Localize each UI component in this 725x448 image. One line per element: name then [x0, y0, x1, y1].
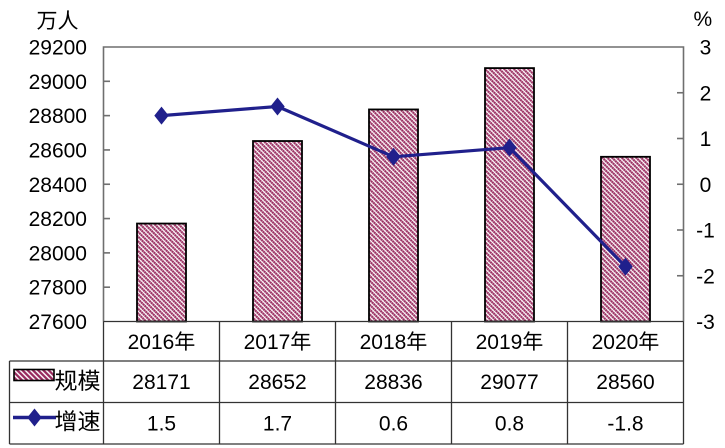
- svg-text:2: 2: [700, 82, 712, 105]
- svg-text:2018: 2018: [360, 331, 407, 354]
- svg-text:28836: 28836: [364, 371, 422, 394]
- svg-text:2017: 2017: [244, 331, 291, 354]
- svg-text:0.8: 0.8: [495, 413, 524, 436]
- svg-text:28560: 28560: [596, 371, 654, 394]
- svg-text:27600: 27600: [29, 311, 87, 334]
- svg-text:-2: -2: [696, 265, 715, 288]
- svg-text:29200: 29200: [29, 37, 87, 60]
- svg-text:27800: 27800: [29, 277, 87, 300]
- svg-text:28652: 28652: [248, 371, 306, 394]
- svg-text:29077: 29077: [480, 371, 538, 394]
- svg-text:1: 1: [700, 128, 712, 151]
- svg-text:28400: 28400: [29, 174, 87, 197]
- svg-text:0.6: 0.6: [379, 413, 408, 436]
- svg-text:28600: 28600: [29, 139, 87, 162]
- svg-text:-1.8: -1.8: [607, 413, 643, 436]
- svg-text:28171: 28171: [132, 371, 190, 394]
- svg-text:28000: 28000: [29, 242, 87, 265]
- svg-text:%: %: [693, 8, 712, 31]
- svg-text:1.7: 1.7: [263, 413, 292, 436]
- svg-text:1.5: 1.5: [147, 413, 176, 436]
- svg-text:2019: 2019: [476, 331, 523, 354]
- svg-text:0: 0: [700, 174, 712, 197]
- svg-text:29000: 29000: [29, 71, 87, 94]
- svg-text:2020: 2020: [592, 331, 639, 354]
- svg-text:28800: 28800: [29, 105, 87, 128]
- svg-text:2016: 2016: [128, 331, 175, 354]
- svg-text:-3: -3: [696, 311, 715, 334]
- svg-text:3: 3: [700, 37, 712, 60]
- svg-text:-1: -1: [696, 220, 715, 243]
- svg-text:28200: 28200: [29, 208, 87, 231]
